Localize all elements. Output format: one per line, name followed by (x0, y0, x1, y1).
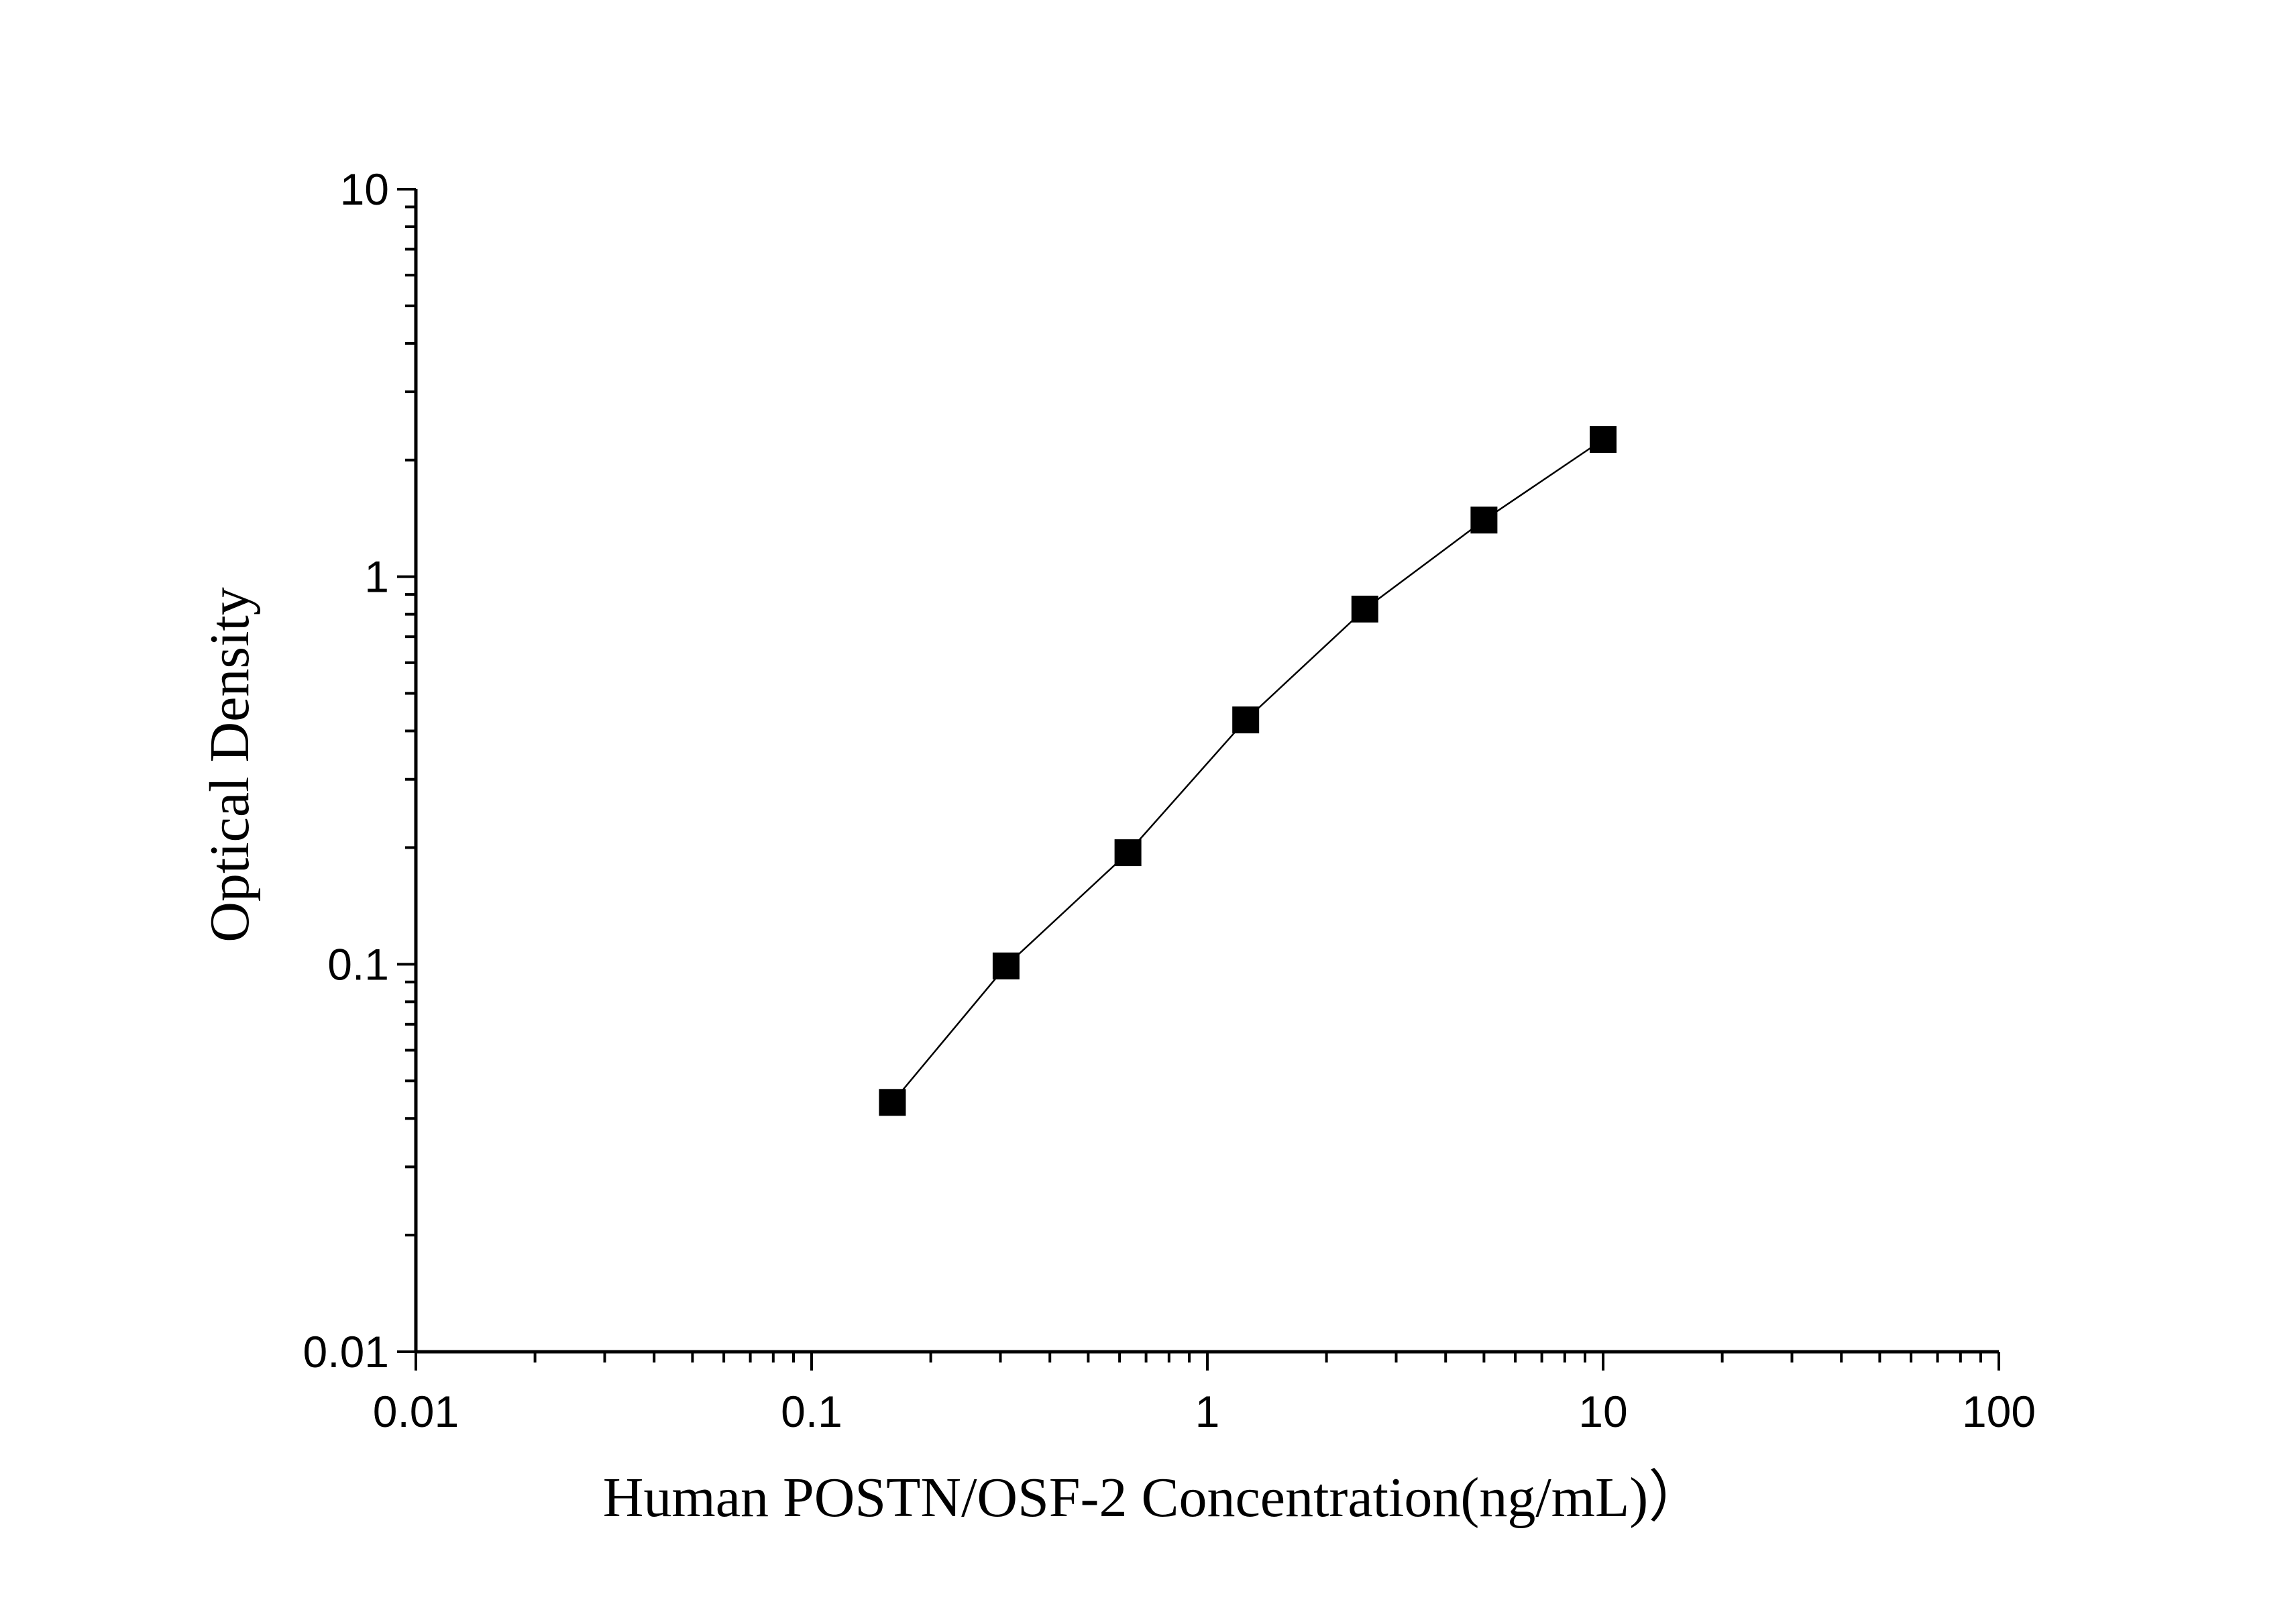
x-tick-label: 100 (1962, 1387, 2036, 1436)
ticks (397, 188, 2000, 1371)
x-tick-label: 0.1 (781, 1387, 842, 1436)
y-tick-label: 10 (340, 164, 389, 214)
series-line-path (891, 439, 1604, 1104)
data-point (1351, 595, 1378, 623)
y-tick-label: 1 (364, 552, 389, 602)
tick-labels: 0.01 0.1 1 10 100 0.01 0.1 1 10 (303, 164, 2036, 1436)
x-tick-label: 1 (1195, 1387, 1220, 1436)
data-point (992, 952, 1020, 979)
y-axis-title: Optical Density (199, 587, 261, 943)
x-axis-title: Human POSTN/OSF-2 Concentration(ng/mL)） (603, 1466, 1705, 1529)
data-point (1232, 706, 1260, 734)
y-tick-label: 0.01 (303, 1327, 389, 1377)
data-point (1470, 506, 1498, 534)
data-point (1114, 839, 1142, 867)
y-tick-label: 0.1 (327, 939, 389, 989)
axes (414, 189, 1999, 1354)
x-tick-label: 10 (1578, 1387, 1627, 1436)
series-line (891, 439, 1604, 1104)
x-tick-label: 0.01 (373, 1387, 459, 1436)
data-point (1590, 426, 1617, 453)
data-point (879, 1089, 906, 1116)
markers (879, 426, 1617, 1116)
